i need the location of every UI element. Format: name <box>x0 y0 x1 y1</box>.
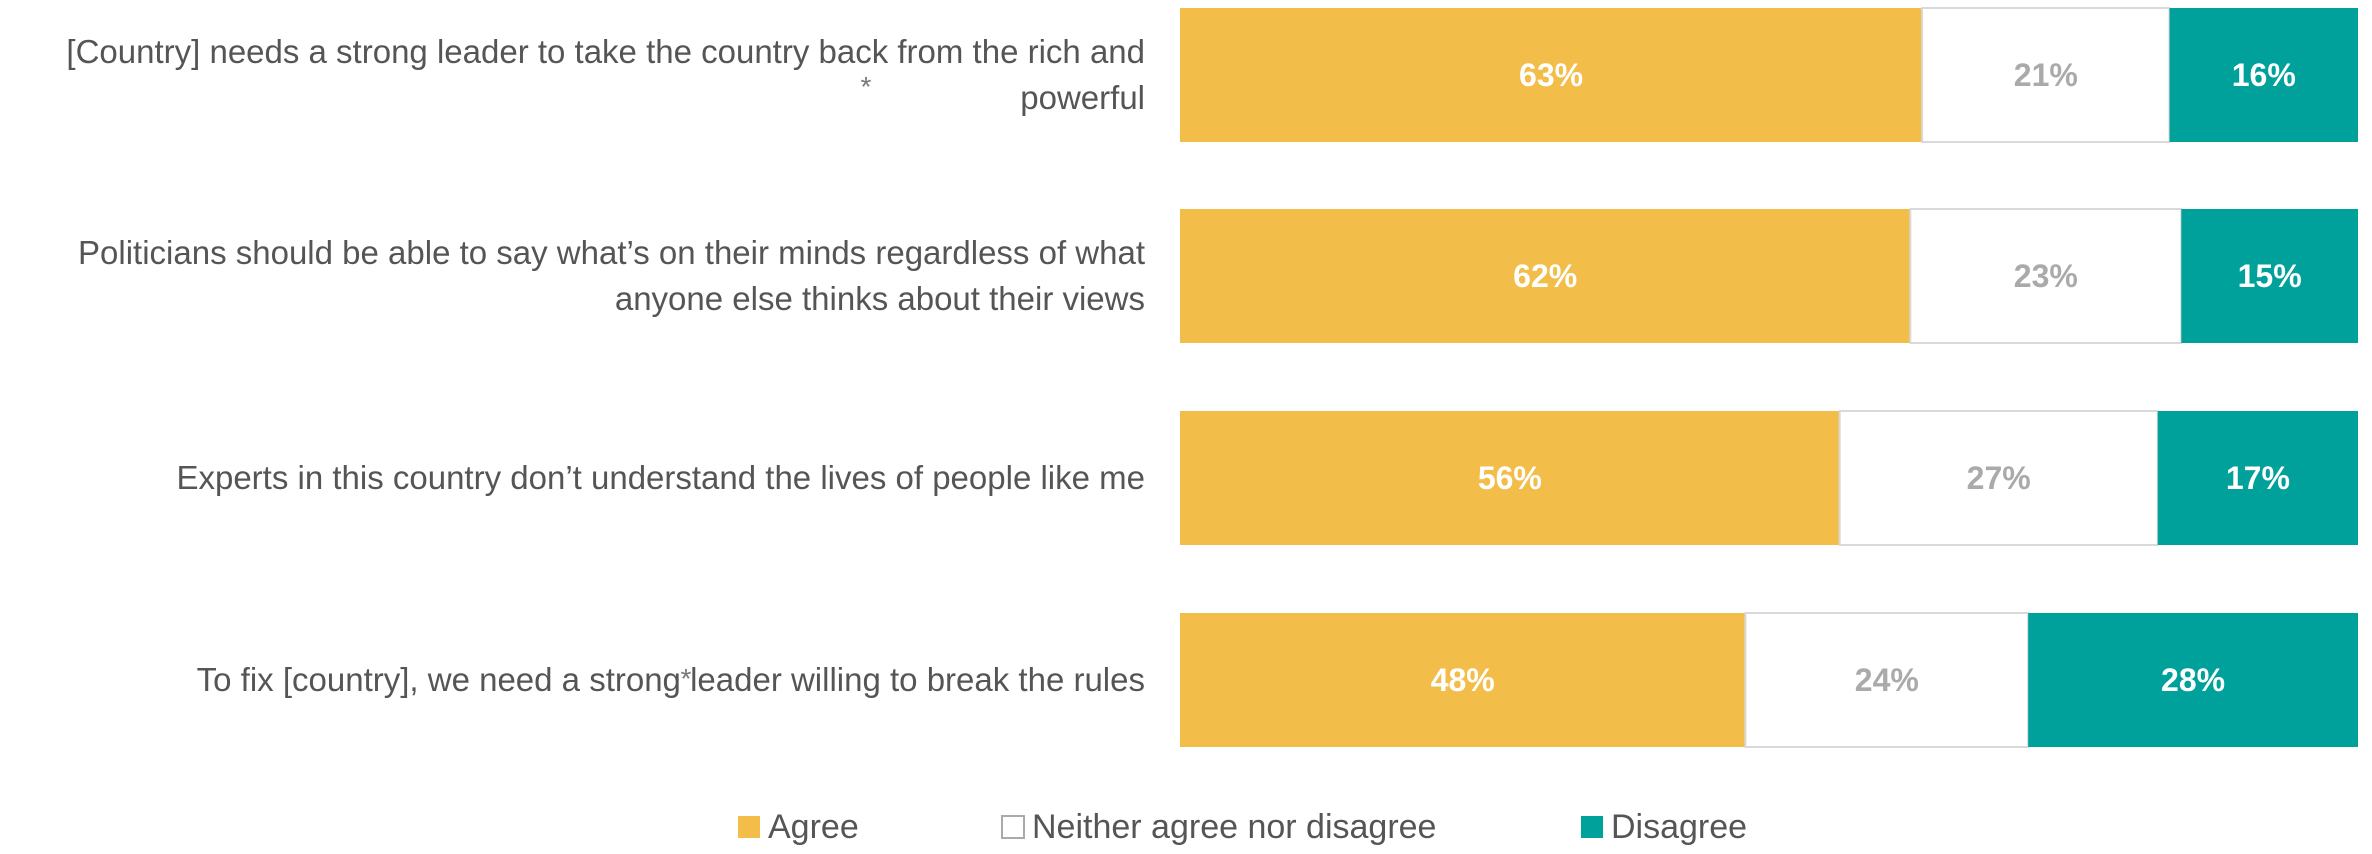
bar-segment-agree <box>1180 209 1911 343</box>
legend-swatch-agree <box>738 816 760 838</box>
bar-segment-neither-agree-nor-disagree <box>1909 208 2183 344</box>
bar-segment-agree <box>1180 8 1923 142</box>
bar-segment-neither-agree-nor-disagree <box>1744 612 2030 748</box>
bar-segment-neither-agree-nor-disagree <box>1921 7 2171 143</box>
data-label: 48% <box>1431 662 1495 698</box>
data-label: 21% <box>2014 57 2078 93</box>
bars-layer: 63% 21% 16% 62% 23% 15% 56% 27% 17% 48% 24% 28% <box>1180 7 2358 748</box>
category-label: To fix [country], we need a strong leade… <box>197 661 1145 698</box>
data-label: 28% <box>2161 662 2225 698</box>
bar-segment-disagree <box>2181 209 2358 343</box>
category-labels: [Country] needs a strong leader to take … <box>66 33 1145 698</box>
bar-segment-disagree <box>2157 411 2358 545</box>
bar-segment-disagree <box>2169 8 2358 142</box>
category-label: Experts in this country don’t understand… <box>176 459 1145 496</box>
legend-swatch-neither-agree-nor-disagree <box>1001 815 1025 839</box>
category-label: Politicians should be able to say what’s… <box>78 234 1145 271</box>
data-label: 63% <box>1519 57 1583 93</box>
data-label: 24% <box>1855 662 1919 698</box>
legend-label: Agree <box>768 808 859 846</box>
annotation-asterisk: * <box>681 663 692 694</box>
legend-label: Neither agree nor disagree <box>1032 808 1436 846</box>
bar-segment-agree <box>1180 411 1840 545</box>
data-label: 56% <box>1478 460 1542 496</box>
bar-segment-agree <box>1180 613 1746 747</box>
legend: Agree Neither agree nor disagree Disagree <box>738 808 1747 846</box>
data-label: 15% <box>2238 258 2302 294</box>
legend-swatch-disagree <box>1581 816 1603 838</box>
data-label: 16% <box>2232 57 2296 93</box>
bar-segment-neither-agree-nor-disagree <box>1838 410 2159 546</box>
legend-label: Disagree <box>1611 808 1747 846</box>
category-label: anyone else thinks about their views <box>615 280 1145 317</box>
annotation-asterisk: * <box>861 71 872 102</box>
category-label: [Country] needs a strong leader to take … <box>66 33 1145 70</box>
data-label: 23% <box>2014 258 2078 294</box>
category-label: powerful <box>1020 79 1145 116</box>
bar-segment-disagree <box>2028 613 2358 747</box>
annotations: ** <box>681 71 872 694</box>
data-label: 27% <box>1967 460 2031 496</box>
data-label: 17% <box>2226 460 2290 496</box>
data-label: 62% <box>1513 258 1577 294</box>
